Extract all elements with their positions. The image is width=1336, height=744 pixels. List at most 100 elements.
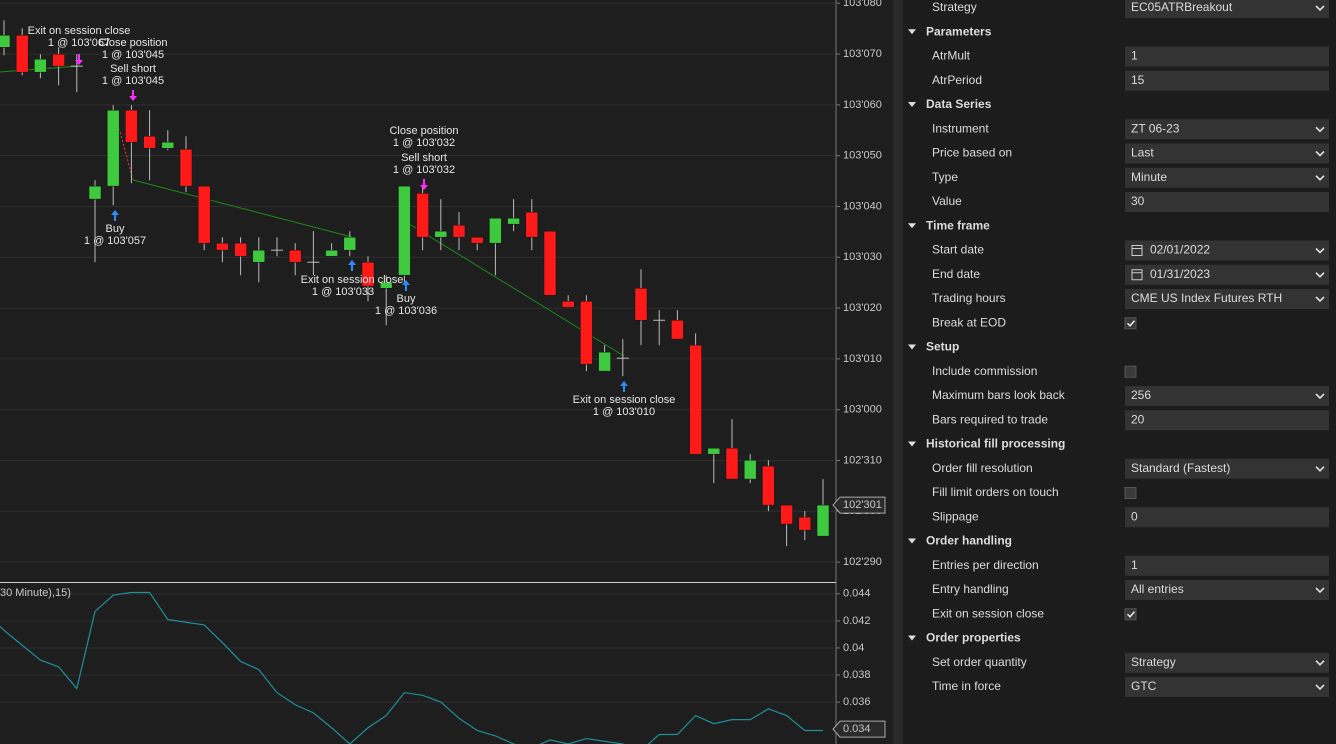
candle-body xyxy=(343,236,357,251)
candle-body xyxy=(489,217,502,244)
collapse-toggle[interactable] xyxy=(908,102,916,107)
indicator-line xyxy=(0,591,823,744)
date-box[interactable] xyxy=(1125,264,1329,285)
candle-body xyxy=(15,35,29,73)
dropdown-box[interactable] xyxy=(1125,0,1329,18)
text-box[interactable] xyxy=(1125,192,1329,212)
trade-detail: 1 @ 103'032 xyxy=(393,137,455,149)
dropdown-chevron xyxy=(1315,272,1325,278)
candle-body xyxy=(52,54,65,67)
trade-arrow xyxy=(420,179,428,190)
trade-detail: 1 @ 103'036 xyxy=(375,305,437,317)
collapse-toggle[interactable] xyxy=(908,29,916,35)
text-box[interactable] xyxy=(1125,507,1329,528)
dropdown-box[interactable] xyxy=(1125,677,1329,697)
y-tick-label: 103'020 xyxy=(843,302,882,314)
section-header: Order handling xyxy=(926,534,1012,548)
candle-body xyxy=(379,281,393,289)
section-header: Historical fill processing xyxy=(926,437,1065,451)
property-label: Exit on session close xyxy=(932,606,1044,620)
property-label: Type xyxy=(932,170,958,184)
candle-body xyxy=(434,230,448,238)
last-price-label: 102'301 xyxy=(843,499,882,511)
collapse-toggle[interactable] xyxy=(908,635,916,641)
candle-body xyxy=(470,236,484,244)
trade-arrow xyxy=(620,381,628,392)
checkbox[interactable] xyxy=(1124,487,1137,499)
section-header: Parameters xyxy=(926,24,992,38)
checkbox[interactable] xyxy=(1124,608,1137,621)
collapse-toggle[interactable] xyxy=(908,223,916,229)
property-label: Maximum bars look back xyxy=(932,388,1066,402)
trade-arrow xyxy=(348,260,356,271)
property-value: 30 xyxy=(1131,194,1145,208)
property-label: Instrument xyxy=(932,121,989,135)
trade-arrow xyxy=(75,54,83,65)
property-value: GTC xyxy=(1131,679,1157,693)
property-value: All entries xyxy=(1131,582,1184,596)
candle-body xyxy=(288,249,302,263)
property-label: Fill limit orders on touch xyxy=(932,485,1059,499)
candle-body xyxy=(216,242,229,251)
dropdown-box[interactable] xyxy=(1125,143,1329,164)
dropdown-box[interactable] xyxy=(1125,119,1329,140)
property-label: Bars required to trade xyxy=(932,412,1048,426)
property-label: Strategy xyxy=(932,0,977,14)
candle-body xyxy=(707,447,721,455)
property-value: Strategy xyxy=(1131,655,1176,669)
property-label: Slippage xyxy=(932,509,979,523)
checkmark xyxy=(1126,320,1136,327)
trade-detail: 1 @ 103'057 xyxy=(84,235,146,247)
candle-body xyxy=(452,224,466,238)
section-header: Setup xyxy=(926,340,959,354)
candle-body xyxy=(671,320,684,340)
calendar-icon xyxy=(1131,245,1143,256)
property-label: Break at EOD xyxy=(932,315,1006,329)
last-value-label: 0.034 xyxy=(843,723,871,735)
trade-label: Buy xyxy=(397,293,416,305)
trade-detail: 1 @ 103'045 xyxy=(102,49,164,61)
text-box[interactable] xyxy=(1125,555,1329,576)
property-value: 02/01/2022 xyxy=(1150,243,1210,257)
y-tick-label: 103'080 xyxy=(843,0,882,9)
text-box[interactable] xyxy=(1125,46,1329,67)
section-header: Data Series xyxy=(926,97,992,111)
collapse-toggle[interactable] xyxy=(908,344,916,350)
trade-arrow xyxy=(129,90,137,101)
dropdown-box[interactable] xyxy=(1125,289,1329,309)
property-label: Order fill resolution xyxy=(932,461,1033,475)
candle-body xyxy=(325,249,338,257)
candle-body xyxy=(161,141,175,149)
dropdown-box[interactable] xyxy=(1125,652,1329,673)
candle-body xyxy=(125,109,138,143)
collapse-toggle[interactable] xyxy=(908,538,916,544)
last-price-flag xyxy=(832,496,886,514)
splitter[interactable] xyxy=(893,0,903,744)
trade-label: Close position xyxy=(98,37,167,49)
dropdown-box[interactable] xyxy=(1125,458,1329,479)
dropdown-box[interactable] xyxy=(1125,580,1329,600)
y-tick-label: 103'070 xyxy=(843,48,882,60)
dropdown-chevron xyxy=(1315,150,1325,157)
property-label: End date xyxy=(932,267,980,281)
dropdown-chevron xyxy=(1315,5,1325,12)
checkbox[interactable] xyxy=(1124,317,1137,330)
checkbox[interactable] xyxy=(1124,365,1137,378)
text-box[interactable] xyxy=(1125,70,1329,91)
collapse-toggle[interactable] xyxy=(908,441,916,447)
property-value: ZT 06-23 xyxy=(1131,121,1180,135)
dropdown-chevron xyxy=(1315,587,1325,594)
date-box[interactable] xyxy=(1125,240,1329,261)
candle-body xyxy=(580,300,593,365)
property-label: Set order quantity xyxy=(932,655,1027,669)
y-tick-label: 103'050 xyxy=(843,150,882,162)
dropdown-chevron xyxy=(1315,247,1325,254)
dropdown-box[interactable] xyxy=(1125,386,1329,406)
trade-detail: 1 @ 103'033 xyxy=(312,286,374,298)
text-box[interactable] xyxy=(1125,410,1329,431)
property-label: Trading hours xyxy=(932,291,1006,305)
candle-body xyxy=(507,217,520,225)
dropdown-box[interactable] xyxy=(1125,167,1329,188)
trade-label: Close position xyxy=(389,125,458,137)
